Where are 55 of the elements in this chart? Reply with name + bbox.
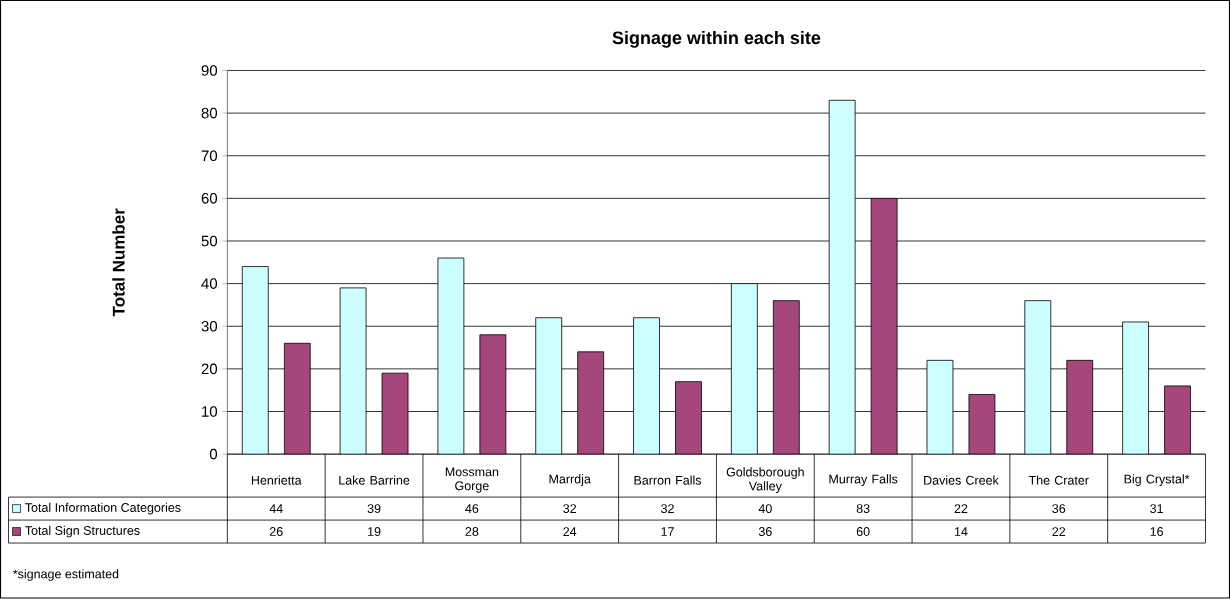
x-tick-label: Henrietta xyxy=(251,475,302,485)
x-tick-label: Murray Falls xyxy=(829,474,898,487)
data-label: 36 xyxy=(1052,504,1066,514)
y-tick-label: 20 xyxy=(201,363,218,375)
data-label: 26 xyxy=(269,527,283,537)
bar xyxy=(437,257,465,455)
data-label: 31 xyxy=(1150,504,1163,514)
data-label: 60 xyxy=(856,527,870,537)
y-tick-label: 70 xyxy=(201,150,218,162)
data-label: 22 xyxy=(1052,527,1066,537)
y-tick-label: 10 xyxy=(202,406,218,418)
y-tick-label: 60 xyxy=(201,193,218,204)
x-tick-label: Marrdja xyxy=(549,474,591,487)
data-label: 36 xyxy=(758,527,772,537)
x-tick-label: Davies Creek xyxy=(924,475,999,485)
data-label: 14 xyxy=(954,527,968,537)
x-tick-label: Mossman Gorge xyxy=(445,467,499,493)
y-tick-label: 50 xyxy=(201,235,218,247)
data-label: 32 xyxy=(661,504,674,514)
bar xyxy=(633,317,660,455)
bar xyxy=(730,283,758,455)
chart-title: Signage within each site xyxy=(612,31,821,49)
bar xyxy=(828,100,856,455)
y-tick-label: 0 xyxy=(209,449,218,460)
data-label: 39 xyxy=(367,504,381,514)
data-label: 40 xyxy=(758,504,772,514)
bar xyxy=(1024,300,1052,455)
data-label: 24 xyxy=(563,527,577,537)
bar xyxy=(1122,321,1149,455)
data-label: 46 xyxy=(465,504,479,514)
x-tick-label: Goldsborough Valley xyxy=(726,467,804,494)
legend-label: Total Information Categories xyxy=(25,503,181,515)
x-tick-label: Barron Falls xyxy=(634,475,702,485)
x-tick-label: Big Crystal* xyxy=(1124,474,1190,487)
bar xyxy=(926,360,954,455)
data-label: 22 xyxy=(954,504,968,514)
data-label: 83 xyxy=(856,504,870,514)
y-tick-label: 80 xyxy=(201,108,218,119)
text: *signage estimated xyxy=(13,569,119,582)
y-tick-label: 30 xyxy=(201,321,218,332)
data-label: 17 xyxy=(661,527,674,537)
data-label: 32 xyxy=(563,504,577,514)
data-label: 28 xyxy=(465,527,479,537)
y-axis-title: Total Number xyxy=(112,208,125,317)
x-tick-label: Lake Barrine xyxy=(339,475,410,485)
y-tick-label: 90 xyxy=(201,65,218,77)
bar xyxy=(241,266,269,455)
data-label: 44 xyxy=(269,504,283,514)
data-label: 16 xyxy=(1150,527,1163,537)
x-tick-label: The Crater xyxy=(1028,475,1089,485)
bar xyxy=(339,287,367,455)
data-label: 19 xyxy=(368,527,381,537)
legend-label: Total Sign Structures xyxy=(25,525,140,538)
bar xyxy=(535,317,563,455)
y-tick-label: 40 xyxy=(201,278,218,290)
